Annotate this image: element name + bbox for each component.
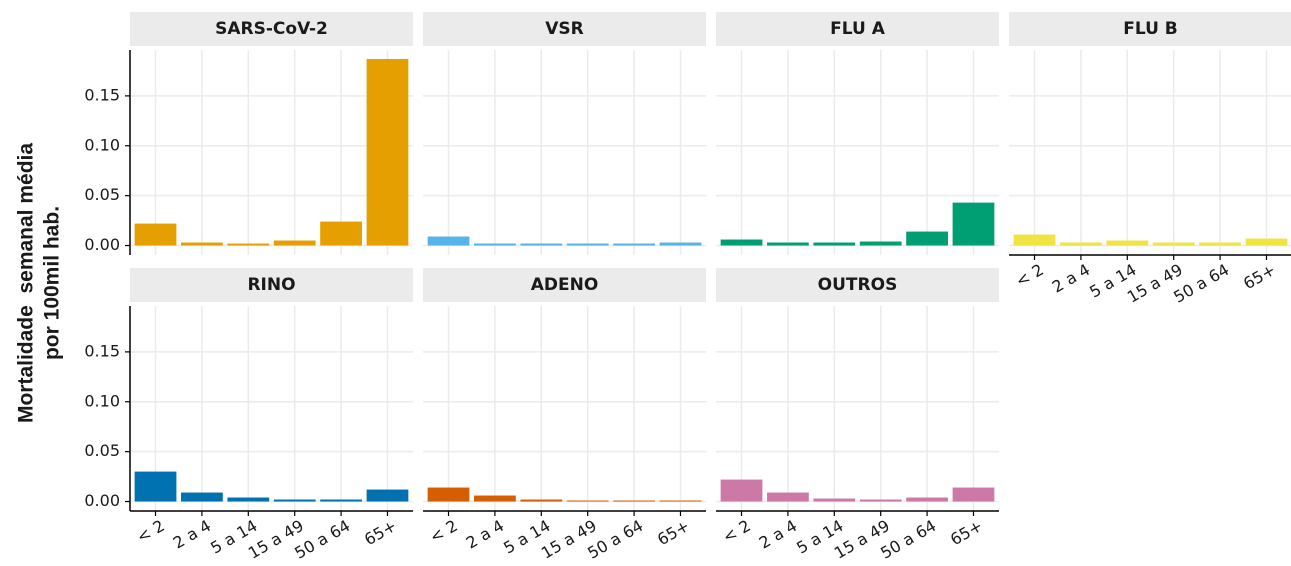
- x-tick-label: 65+: [654, 516, 693, 549]
- bar: [1013, 234, 1056, 246]
- bar: [366, 489, 409, 502]
- bar: [1245, 238, 1288, 246]
- bar: [613, 243, 655, 246]
- bar: [659, 500, 702, 502]
- bar: [474, 243, 516, 246]
- bar: [181, 242, 223, 246]
- x-tick-label: 2 a 4: [756, 516, 800, 553]
- bar: [952, 202, 995, 246]
- bar: [952, 487, 995, 502]
- bar: [906, 231, 948, 246]
- bar: [566, 243, 609, 246]
- bar: [720, 479, 763, 502]
- bar: [520, 243, 563, 246]
- y-tick-label: 0.05: [84, 441, 120, 460]
- bar: [1106, 240, 1149, 246]
- facet-title: FLU A: [830, 19, 886, 39]
- bar: [659, 242, 702, 246]
- bar: [520, 499, 563, 502]
- bar: [474, 495, 516, 502]
- bar: [227, 497, 270, 502]
- facet-title: OUTROS: [818, 275, 898, 295]
- bar: [320, 499, 362, 502]
- y-tick-label: 0.15: [84, 341, 120, 360]
- strip: [130, 12, 413, 46]
- bar: [1060, 242, 1102, 246]
- bar: [813, 498, 856, 502]
- x-tick-label: 65+: [947, 516, 986, 549]
- facet-title: ADENO: [531, 275, 599, 295]
- bar: [427, 236, 470, 246]
- bar: [227, 243, 270, 246]
- bar: [720, 239, 763, 246]
- facet-title: SARS-CoV-2: [215, 19, 328, 39]
- facet-title: VSR: [545, 19, 584, 39]
- strip: [716, 12, 999, 46]
- x-tick-label: 2 a 4: [170, 516, 214, 553]
- bar: [906, 497, 948, 502]
- bar: [566, 500, 609, 502]
- x-tick-label: < 2: [133, 516, 167, 547]
- x-tick-label: < 2: [1012, 260, 1046, 291]
- x-tick-label: 65+: [361, 516, 400, 549]
- bar: [134, 223, 177, 246]
- y-tick-label: 0.05: [84, 185, 120, 204]
- bar: [859, 499, 902, 502]
- y-tick-label: 0.15: [84, 85, 120, 104]
- bar: [273, 499, 316, 502]
- y-tick-label: 0.00: [84, 491, 120, 510]
- y-tick-label: 0.10: [84, 391, 120, 410]
- bar: [134, 471, 177, 502]
- y-axis-title: Mortalidade semanal média: [15, 143, 38, 423]
- x-tick-label: 2 a 4: [463, 516, 507, 553]
- y-tick-label: 0.00: [84, 235, 120, 254]
- x-tick-label: < 2: [426, 516, 460, 547]
- strip: [1009, 12, 1291, 46]
- bar: [767, 492, 809, 502]
- strip: [423, 12, 706, 46]
- strip: [716, 268, 999, 302]
- y-tick-label: 0.10: [84, 135, 120, 154]
- x-tick-label: 65+: [1240, 260, 1279, 293]
- bar: [859, 241, 902, 246]
- bar: [366, 58, 409, 246]
- bar: [767, 242, 809, 246]
- bar: [813, 242, 856, 246]
- bar: [427, 487, 470, 502]
- facet-title: FLU B: [1123, 19, 1178, 39]
- bar: [1152, 242, 1195, 246]
- bar: [320, 221, 362, 246]
- facet-title: RINO: [247, 275, 295, 295]
- strip: [130, 268, 413, 302]
- bar: [273, 240, 316, 246]
- bar: [1199, 242, 1241, 246]
- bar: [613, 500, 655, 502]
- y-axis-title: por 100mil hab.: [41, 206, 64, 360]
- bar: [181, 492, 223, 502]
- strip: [423, 268, 706, 302]
- x-tick-label: 2 a 4: [1049, 260, 1093, 297]
- x-tick-label: < 2: [719, 516, 753, 547]
